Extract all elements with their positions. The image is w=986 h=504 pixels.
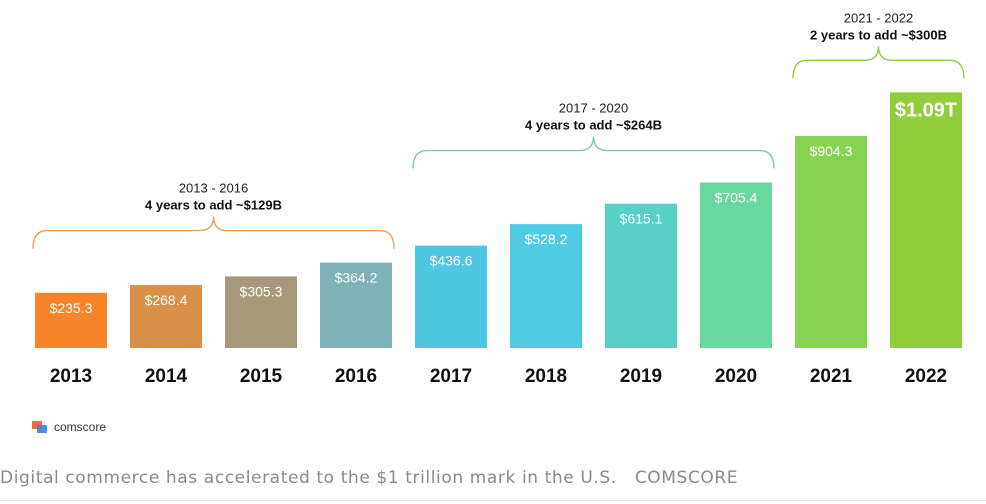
annotation-bracket [412,136,775,169]
bar-2022 [890,92,962,348]
bar-value-label: $305.3 [240,283,283,299]
year-label: 2013 [50,366,92,387]
bar-2016 [320,262,392,348]
year-label: 2021 [810,366,853,387]
bar-2021 [795,135,867,348]
annotation-note: 4 years to add ~$264B [525,118,662,133]
comscore-logo: comscore [32,420,106,434]
annotation-range: 2013 - 2016 [179,181,248,196]
bar-value-label: $615.1 [620,211,663,227]
bar-2019 [605,203,677,348]
comscore-logo-icon [32,421,48,433]
year-label: 2014 [145,366,188,387]
annotation-note: 4 years to add ~$129B [145,198,282,213]
bar-2015 [225,276,297,348]
bar-value-label: $904.3 [810,143,853,159]
bar-value-label: $528.2 [525,231,568,247]
bar-value-label: $705.4 [715,190,758,206]
bar-2014 [130,285,202,348]
logo-text: comscore [54,420,107,434]
annotation-note: 2 years to add ~$300B [810,27,947,42]
year-label: 2019 [620,366,662,387]
annotation-range: 2017 - 2020 [559,101,628,116]
year-label: 2020 [715,366,757,387]
bar-2013 [35,292,107,348]
bar-value-label: $235.3 [50,300,93,316]
bar-value-label: $1.09T [895,99,957,121]
bar-2018 [510,224,582,348]
caption-text: Digital commerce has accelerated to the … [0,468,617,488]
bar-2017 [415,245,487,348]
annotation-bracket [792,46,965,79]
bar-value-label: $436.6 [430,253,473,269]
year-label: 2017 [430,366,472,387]
bar-2020 [700,182,772,348]
bar-value-label: $364.2 [335,270,378,286]
bars-group: $235.3 2013 $268.4 2014 $305.3 2015 $364.2 2016… [35,92,962,387]
year-label: 2018 [525,366,567,387]
year-label: 2015 [240,366,283,387]
year-label: 2016 [335,366,377,387]
caption-divider [0,500,986,501]
caption-credit: COMSCORE [634,468,739,488]
annotation-range: 2021 - 2022 [844,10,913,25]
bar-chart: $235.3 2013 $268.4 2014 $305.3 2015 $364.2 2016… [32,10,965,387]
annotation-bracket [32,216,395,249]
bar-value-label: $268.4 [145,292,188,308]
annotations-group: 2013 - 2016 4 years to add ~$129B 2017 - 2… [32,10,965,249]
figure-caption: Digital commerce has accelerated to the … [0,468,738,488]
year-label: 2022 [905,366,947,387]
